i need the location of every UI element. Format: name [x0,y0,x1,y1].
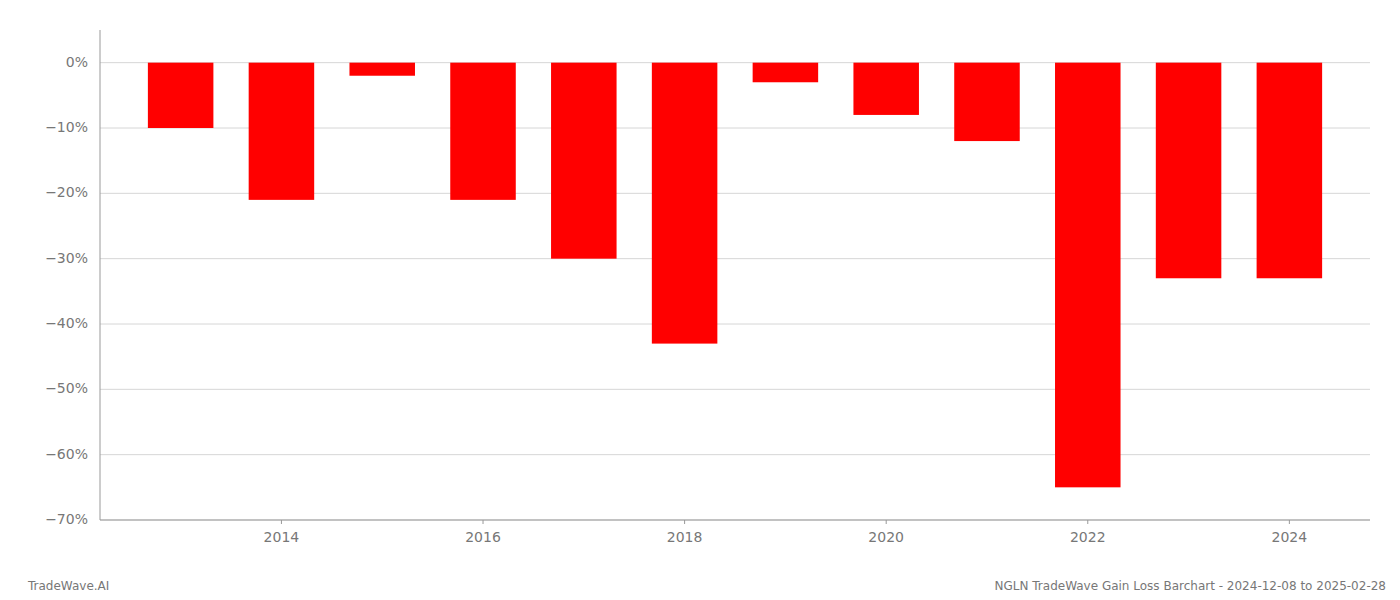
x-tick-label: 2016 [465,529,501,545]
x-axis-line [100,520,1370,521]
bar [349,63,415,76]
chart-container: 0%−10%−20%−30%−40%−50%−60%−70%2014201620… [0,0,1400,600]
bar [753,63,819,83]
bars [148,63,1322,488]
grid-line [100,520,1370,521]
y-tick-label: −30% [45,250,88,266]
x-axis: 2014 2016 2018 2020 2022 2024 [264,520,1308,545]
bar [148,63,214,128]
grid [100,63,1370,520]
bar [551,63,617,259]
bar [1156,63,1222,279]
x-tick-label: 2020 [868,529,904,545]
x-tick [1289,520,1290,524]
x-tick-label: 2018 [667,529,703,545]
y-tick-label: −60% [45,446,88,462]
y-tick-label: −40% [45,315,88,331]
grid-line [100,454,1370,455]
bar [1257,63,1323,279]
bar [249,63,315,200]
grid-line [100,389,1370,390]
y-axis: 0% −10% −20% −30% −40% −50% −60% −70% [45,54,88,527]
bar [853,63,919,115]
footer-right: NGLN TradeWave Gain Loss Barchart - 2024… [995,579,1386,593]
x-tick [483,520,484,524]
x-tick [684,520,685,524]
footer-left: TradeWave.AI [27,579,109,593]
x-tick-label: 2014 [264,529,300,545]
x-tick [281,520,282,524]
grid-line [100,324,1370,325]
bar [652,63,718,344]
y-axis-line [100,30,101,520]
y-tick-label: −20% [45,184,88,200]
x-tick [1087,520,1088,524]
y-tick-label: −50% [45,380,88,396]
y-tick-label: 0% [66,54,88,70]
x-tick-label: 2022 [1070,529,1106,545]
bar [1055,63,1121,488]
y-tick-label: −10% [45,119,88,135]
chart-svg: 0%−10%−20%−30%−40%−50%−60%−70%2014201620… [0,0,1400,600]
bar [954,63,1020,141]
x-tick-label: 2024 [1272,529,1308,545]
y-tick-label: −70% [45,511,88,527]
x-tick [886,520,887,524]
bar [450,63,516,200]
